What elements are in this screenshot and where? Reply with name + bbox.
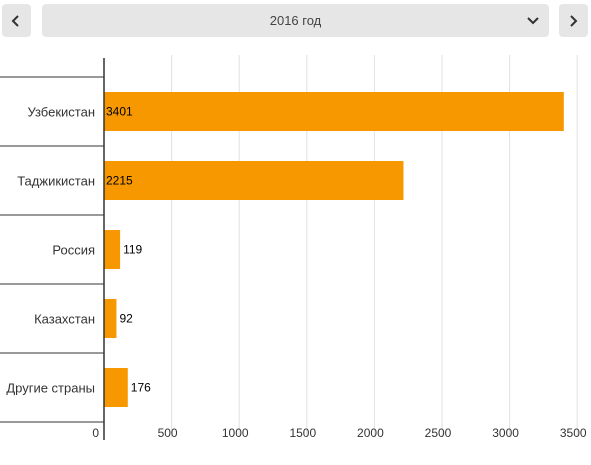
bar xyxy=(104,230,121,269)
next-year-button[interactable] xyxy=(559,4,588,37)
x-tick-label: 1000 xyxy=(222,426,249,440)
chevron-down-icon xyxy=(527,17,539,25)
bar xyxy=(104,299,117,338)
category-label: Узбекистан xyxy=(27,105,95,120)
category-label: Россия xyxy=(52,243,95,258)
data-label: 176 xyxy=(131,381,151,395)
data-label: 119 xyxy=(123,243,142,257)
data-label: 2215 xyxy=(106,174,133,188)
category-label: Казахстан xyxy=(34,312,95,327)
prev-year-button[interactable] xyxy=(2,4,31,37)
data-label: 3401 xyxy=(106,105,133,119)
year-select-value: 2016 год xyxy=(269,13,322,28)
x-tick-label: 500 xyxy=(158,426,178,440)
x-tick-label: 3000 xyxy=(492,426,519,440)
x-tick-label: 1500 xyxy=(289,426,316,440)
bar xyxy=(104,92,564,131)
x-tick-label: 2500 xyxy=(425,426,452,440)
x-tick-label: 0 xyxy=(92,426,99,440)
year-select[interactable]: 2016 год xyxy=(42,4,549,37)
x-tick-label: 3500 xyxy=(560,426,587,440)
bar xyxy=(104,368,128,407)
category-label: Другие страны xyxy=(6,381,95,396)
data-label: 92 xyxy=(119,312,133,326)
x-tick-label: 2000 xyxy=(357,426,384,440)
chevron-left-icon xyxy=(11,15,19,27)
bar xyxy=(104,161,404,200)
chevron-right-icon xyxy=(570,15,578,27)
category-label: Таджикистан xyxy=(17,174,95,189)
